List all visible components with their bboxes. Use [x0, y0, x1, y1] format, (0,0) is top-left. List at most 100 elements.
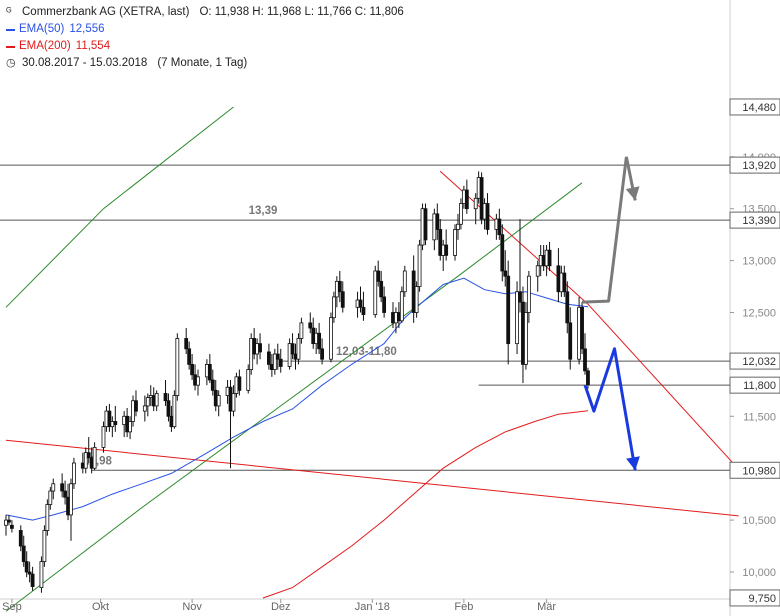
candle-body: [355, 299, 360, 308]
axis-layer: 10,00010,50011,00011,50012,00012,50013,0…: [2, 98, 780, 613]
level-label-text: 11,800: [743, 380, 776, 392]
candle-body: [526, 275, 531, 313]
trendline-long-term: [5, 439, 739, 517]
overlay-layer: [5, 106, 739, 612]
candle-body: [402, 270, 407, 293]
candle-body: [438, 229, 443, 256]
candle: [337, 270, 342, 303]
candle-body: [544, 249, 549, 267]
trendline-support: [5, 182, 583, 612]
legend-title: Commerzbank AG (XETRA, last): [22, 6, 190, 18]
candle-body: [225, 386, 230, 396]
candle-body: [287, 343, 292, 367]
candle-body: [107, 410, 112, 428]
level-label: 13,390: [729, 211, 780, 229]
candle-body: [66, 496, 70, 516]
candle-body: [148, 395, 153, 399]
candle-body: [48, 490, 53, 505]
candle-body: [190, 363, 195, 376]
candle-body: [60, 483, 65, 492]
candle: [113, 405, 118, 432]
candle-body: [27, 571, 32, 575]
candle: [376, 260, 381, 287]
candle-body: [459, 203, 463, 225]
candle: [494, 213, 499, 240]
legend-ema200-value: 11,554: [75, 40, 111, 52]
candle-body: [204, 363, 209, 378]
candle-body: [358, 299, 363, 308]
legend-range-row: ◷ 30.08.2017 - 15.03.2018 (7 Monate, 1 T…: [6, 55, 404, 72]
candle-body: [538, 255, 543, 267]
candle: [373, 265, 378, 318]
candle-body: [210, 379, 215, 391]
candle-body: [521, 301, 525, 365]
candle-body: [518, 291, 522, 303]
candle: [482, 198, 487, 230]
candle-body: [4, 519, 8, 526]
y-tick-label: 13,000: [742, 256, 776, 268]
candle-body: [568, 322, 573, 360]
candle: [72, 457, 76, 489]
candle-body: [249, 338, 254, 370]
trendline-upper-channel: [5, 106, 234, 308]
candle-body: [432, 213, 437, 241]
bull-scenario-arrowhead: [625, 186, 640, 201]
candle-body: [92, 447, 97, 469]
candle-body: [154, 393, 159, 407]
candle: [122, 411, 127, 438]
candle-layer: [4, 171, 590, 593]
candle: [340, 281, 345, 313]
candle: [423, 203, 428, 246]
candle-body: [506, 275, 511, 345]
candle-body: [535, 265, 540, 277]
candle: [163, 379, 168, 406]
bull-scenario-path: [581, 156, 628, 304]
y-top-label: 14,480: [729, 98, 780, 116]
candle: [355, 291, 360, 318]
candle: [461, 185, 466, 209]
candle-body: [453, 229, 457, 256]
candle: [332, 291, 336, 323]
clock-icon: ◷: [6, 57, 16, 69]
level-label-box: [729, 211, 780, 229]
candle: [314, 328, 319, 355]
candle-body: [308, 322, 313, 329]
candle-body: [556, 265, 561, 293]
legend-ema200-row: EMA(200) 11,554: [6, 38, 404, 55]
candle-body: [207, 363, 212, 381]
level-label-text: 13,390: [742, 215, 776, 227]
candle: [456, 213, 460, 240]
candle: [583, 333, 587, 375]
candle: [237, 369, 242, 396]
candle: [101, 421, 106, 453]
candle: [92, 442, 97, 471]
candle-body: [163, 393, 168, 402]
candle-body: [252, 338, 257, 355]
candle-body: [134, 400, 138, 412]
candle: [272, 348, 277, 375]
candle: [21, 535, 26, 567]
candle: [107, 403, 112, 432]
candle-body: [172, 395, 177, 428]
level-label-text: 13,920: [742, 160, 776, 172]
level-label-box: [729, 156, 780, 174]
candle: [278, 348, 283, 373]
candle: [110, 416, 115, 438]
candle: [459, 198, 463, 230]
candle: [438, 219, 443, 261]
candle-body: [151, 395, 156, 407]
candle: [541, 245, 546, 271]
candle: [464, 179, 469, 214]
candle: [329, 312, 333, 363]
candle: [414, 281, 419, 318]
candle: [39, 556, 44, 593]
candle: [485, 193, 490, 235]
candle: [249, 333, 254, 375]
candle-body: [559, 272, 564, 293]
candle-body: [332, 296, 336, 319]
candle-body: [267, 351, 271, 365]
candle: [497, 208, 502, 240]
candle: [565, 281, 570, 334]
candle: [547, 241, 552, 271]
candle: [51, 478, 56, 500]
